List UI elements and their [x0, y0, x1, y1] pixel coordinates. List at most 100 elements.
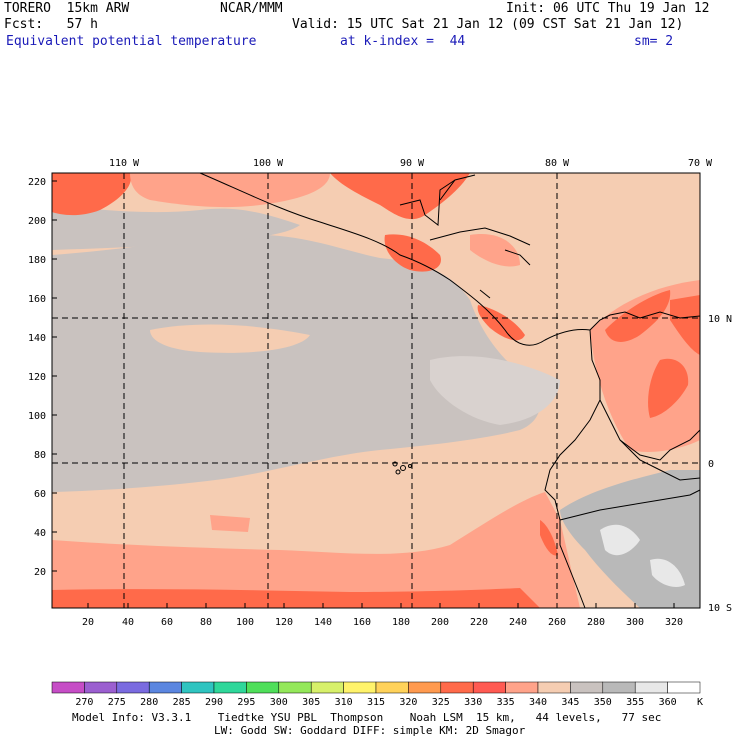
- right-tick-label: 0: [708, 459, 714, 470]
- field-region-salmon: [130, 173, 330, 208]
- bottom-tick-label: 240: [509, 617, 527, 628]
- colorbar-swatch: [116, 681, 150, 694]
- bottom-tick-label: 220: [470, 617, 488, 628]
- colorbar-swatch: [246, 681, 280, 694]
- field-region-red: [52, 588, 540, 608]
- field-name: Equivalent potential temperature: [6, 34, 257, 49]
- field-region-red: [477, 305, 525, 341]
- bottom-ticks: [87, 603, 675, 608]
- bottom-tick-label: 180: [392, 617, 410, 628]
- colorbar: [51, 681, 701, 694]
- bottom-grid-axis: 20 40 60 80 100 120 140 160 180 200 220 …: [82, 617, 683, 628]
- colorbar-swatch: [408, 681, 442, 694]
- map-frame: [51, 172, 701, 609]
- colorbar-label: 295: [237, 697, 255, 708]
- colorbar-label: 315: [367, 697, 385, 708]
- left-tick-label: 200: [28, 216, 46, 227]
- colorbar-label: 290: [205, 697, 223, 708]
- field-region-red: [670, 295, 700, 355]
- bottom-tick-label: 280: [587, 617, 605, 628]
- bottom-tick-label: 140: [314, 617, 332, 628]
- field-region-salmon: [210, 515, 250, 532]
- valid-time: Valid: 15 UTC Sat 21 Jan 12 (09 CST Sat …: [292, 17, 684, 32]
- bottom-tick-label: 40: [122, 617, 134, 628]
- colorbar-swatch: [278, 681, 312, 694]
- colorbar-label: 325: [432, 697, 450, 708]
- coastlines: [199, 172, 701, 609]
- colorbar-label: 335: [497, 697, 515, 708]
- right-latitude-axis: 10 N 0 10 S: [708, 314, 732, 614]
- colorbar-swatch: [440, 681, 474, 694]
- colorbar-swatch: [213, 681, 247, 694]
- left-tick-label: 160: [28, 294, 46, 305]
- left-tick-label: 220: [28, 177, 46, 188]
- left-grid-axis: 220 200 180 160 140 120 100 80 60 40 20: [28, 177, 46, 578]
- colorbar-swatch: [634, 681, 668, 694]
- level-label: at k-index = 44: [340, 34, 466, 49]
- colorbar-swatch: [570, 681, 604, 694]
- top-longitude-axis: 110 W 100 W 90 W 80 W 70 W: [109, 158, 713, 169]
- bottom-tick-label: 80: [200, 617, 212, 628]
- colorbar-swatch: [472, 681, 506, 694]
- left-tick-label: 180: [28, 255, 46, 266]
- left-tick-label: 40: [34, 528, 46, 539]
- field-region-salmon: [52, 492, 580, 608]
- colorbar-swatch: [602, 681, 636, 694]
- field-region-red: [540, 520, 558, 556]
- colorbar-label: 310: [335, 697, 353, 708]
- colorbar-labels: 270 275 280 285 290 295 300 305 310 315 320 325 330 3…: [75, 697, 676, 708]
- colorbar-swatch: [537, 681, 571, 694]
- colorbar-swatch: [181, 681, 215, 694]
- colorbar-swatch: [343, 681, 377, 694]
- bottom-tick-label: 20: [82, 617, 94, 628]
- forecast-hour: Fcst: 57 h: [4, 17, 98, 32]
- field-region-peach: [150, 324, 310, 353]
- bottom-tick-label: 160: [353, 617, 371, 628]
- bottom-tick-label: 200: [431, 617, 449, 628]
- colorbar-swatch: [375, 681, 409, 694]
- top-tick-label: 110 W: [109, 158, 140, 169]
- model-info-line: Model Info: V3.3.1 Tiedtke YSU PBL Thomp…: [72, 711, 662, 724]
- org-label: NCAR/MMM: [220, 1, 283, 16]
- colorbar-label: 300: [270, 697, 288, 708]
- colorbar-label: 340: [529, 697, 547, 708]
- smoothing-label: sm= 2: [634, 34, 674, 49]
- bottom-tick-label: 300: [626, 617, 644, 628]
- field-region-red: [605, 290, 671, 342]
- field-region-light: [650, 558, 685, 587]
- bottom-tick-label: 120: [275, 617, 293, 628]
- field-region-red: [384, 234, 441, 272]
- field-region-salmon: [470, 234, 520, 267]
- left-tick-label: 80: [34, 450, 46, 461]
- top-tick-label: 90 W: [400, 158, 425, 169]
- colorbar-swatch: [310, 681, 344, 694]
- colorbar-label: 330: [464, 697, 482, 708]
- bottom-tick-label: 100: [236, 617, 254, 628]
- left-tick-label: 120: [28, 372, 46, 383]
- right-tick-label: 10 S: [708, 603, 732, 614]
- colorbar-label: 275: [108, 697, 126, 708]
- field-region-gray: [52, 234, 541, 493]
- graticule: [52, 173, 700, 608]
- field-region-light-gray: [430, 356, 560, 425]
- top-tick-label: 70 W: [688, 158, 713, 169]
- colorbar-label: 270: [75, 697, 93, 708]
- top-tick-label: 80 W: [545, 158, 570, 169]
- left-tick-label: 60: [34, 489, 46, 500]
- field-region-red: [330, 173, 470, 220]
- colorbar-swatch: [84, 681, 118, 694]
- colorbar-swatch: [667, 681, 701, 694]
- left-tick-label: 20: [34, 567, 46, 578]
- colorbar-unit: K: [697, 697, 703, 708]
- colorbar-swatch: [505, 681, 539, 694]
- field-region-red: [52, 173, 131, 216]
- bottom-tick-label: 320: [665, 617, 683, 628]
- physics-info-line: LW: Godd SW: Goddard DIFF: simple KM: 2D…: [214, 724, 526, 737]
- colorbar-label: 355: [626, 697, 644, 708]
- galapagos-islands: [392, 461, 412, 475]
- colorbar-label: 360: [659, 697, 677, 708]
- colorbar-label: 320: [399, 697, 417, 708]
- left-tick-label: 100: [28, 411, 46, 422]
- colorbar-label: 285: [173, 697, 191, 708]
